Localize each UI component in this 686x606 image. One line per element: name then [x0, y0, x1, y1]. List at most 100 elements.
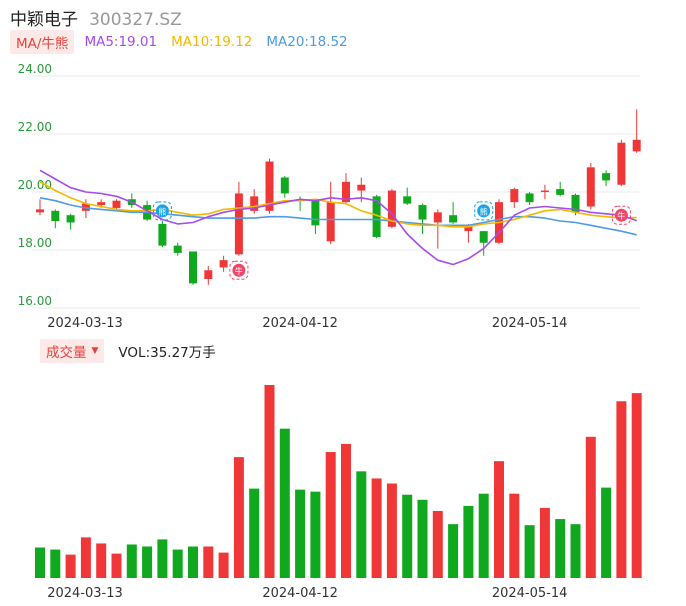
price-tick-label: 24.00	[18, 62, 52, 76]
candle-body	[632, 139, 641, 152]
volume-tab-label: 成交量	[46, 345, 87, 361]
volume-bar	[126, 544, 137, 578]
volume-bar	[386, 483, 397, 578]
ma5-line	[39, 169, 637, 266]
price-date-label: 2024-05-14	[492, 316, 568, 331]
candle-body	[602, 173, 611, 181]
candle-body	[510, 189, 519, 203]
volume-bar	[203, 546, 214, 578]
ma10-value: MA10:19.12	[171, 34, 253, 50]
candle-body	[403, 196, 412, 204]
candle-body	[265, 161, 274, 211]
marker-label: 牛	[617, 211, 625, 221]
volume-bar	[188, 546, 198, 578]
volume-bar	[218, 552, 229, 578]
candle-body	[464, 226, 473, 232]
candle-body	[326, 202, 335, 242]
candle-body	[525, 193, 534, 203]
volume-value: VOL:35.27万手	[118, 345, 216, 361]
candle-body	[357, 184, 366, 191]
candle-body	[617, 142, 626, 185]
candle-body	[342, 181, 350, 203]
volume-bar	[325, 452, 336, 578]
volume-bar	[524, 525, 535, 578]
stock-name: 中颖电子	[10, 10, 78, 30]
marker-frame	[474, 201, 494, 221]
volume-bar	[585, 436, 596, 578]
caret-down-icon: ▼	[91, 346, 99, 356]
ma5-value: MA5:19.01	[84, 34, 158, 50]
volume-bar	[249, 488, 260, 578]
candle-body	[387, 190, 396, 227]
ma-indicator-tab[interactable]: MA/牛熊	[10, 30, 75, 54]
price-tick-label: 18.00	[18, 236, 52, 250]
volume-bar	[555, 519, 566, 578]
candle-body	[51, 210, 60, 221]
volume-date-label: 2024-04-12	[262, 586, 338, 601]
candle-body	[280, 177, 289, 194]
volume-bar	[50, 549, 61, 578]
candle-body	[66, 215, 75, 223]
marker-badge	[155, 204, 169, 218]
volume-bar	[264, 385, 275, 578]
candle-body	[158, 223, 167, 246]
stock-code: 300327.SZ	[89, 10, 182, 30]
volume-bar	[157, 539, 168, 578]
marker-frame	[152, 201, 172, 221]
marker-badge	[232, 263, 246, 277]
volume-bar	[172, 549, 183, 578]
volume-bar	[310, 491, 321, 578]
bear-marker-icon: 熊	[152, 201, 172, 221]
volume-bar	[96, 543, 107, 578]
candle-body	[173, 245, 182, 253]
volume-bar	[356, 471, 367, 578]
volume-bar	[631, 393, 642, 578]
volume-bar	[601, 487, 612, 578]
volume-bar	[570, 524, 581, 578]
candle-body	[250, 196, 259, 211]
volume-indicator-dropdown[interactable]: 成交量 ▼	[40, 339, 105, 363]
volume-bar	[65, 554, 76, 578]
candle-body	[418, 205, 427, 220]
marker-label: 牛	[235, 266, 243, 276]
ma-legend: MA/牛熊 MA5:19.01 MA10:19.12 MA20:18.52	[10, 30, 362, 54]
ma20-value: MA20:18.52	[266, 34, 348, 50]
volume-bar	[402, 494, 413, 578]
stock-header: 中颖电子 300327.SZ	[10, 5, 182, 30]
volume-bar	[142, 546, 153, 578]
bull-marker-icon: 牛	[611, 205, 631, 225]
marker-label: 熊	[158, 206, 166, 216]
volume-bar	[233, 457, 244, 578]
marker-badge	[614, 208, 628, 222]
volume-bar	[478, 493, 489, 578]
price-candlestick-chart[interactable]: 16.00 18.00 20.00 22.00 24.00 熊牛 熊 牛 2024-03-13 2…	[0, 0, 686, 335]
volume-bar	[539, 507, 550, 578]
candle-body	[449, 215, 458, 223]
volume-bar	[509, 493, 520, 578]
candle-body	[433, 212, 442, 223]
candle-body	[36, 209, 44, 213]
volume-bar	[494, 461, 504, 578]
volume-bar	[111, 553, 122, 578]
volume-bar	[616, 401, 627, 578]
price-tick-label: 16.00	[18, 294, 52, 308]
candle-body	[571, 194, 580, 213]
price-date-label: 2024-04-12	[262, 316, 338, 331]
bull-marker-icon: 牛	[229, 260, 249, 280]
price-tick-label: 22.00	[18, 120, 52, 134]
volume-bar	[448, 524, 459, 578]
volume-bar	[463, 505, 474, 578]
candle-body	[234, 193, 243, 255]
volume-date-label: 2024-03-13	[47, 586, 123, 601]
volume-date-label: 2024-05-14	[492, 586, 568, 601]
candle-body	[204, 270, 213, 279]
candle-body	[586, 167, 595, 207]
candle-body	[372, 196, 381, 237]
candle-body	[556, 189, 565, 195]
candle-body	[479, 231, 488, 243]
marker-frame	[611, 205, 631, 225]
volume-bar	[432, 510, 443, 578]
volume-bar	[417, 499, 428, 578]
volume-bar	[341, 443, 351, 578]
volume-bar	[279, 428, 290, 578]
